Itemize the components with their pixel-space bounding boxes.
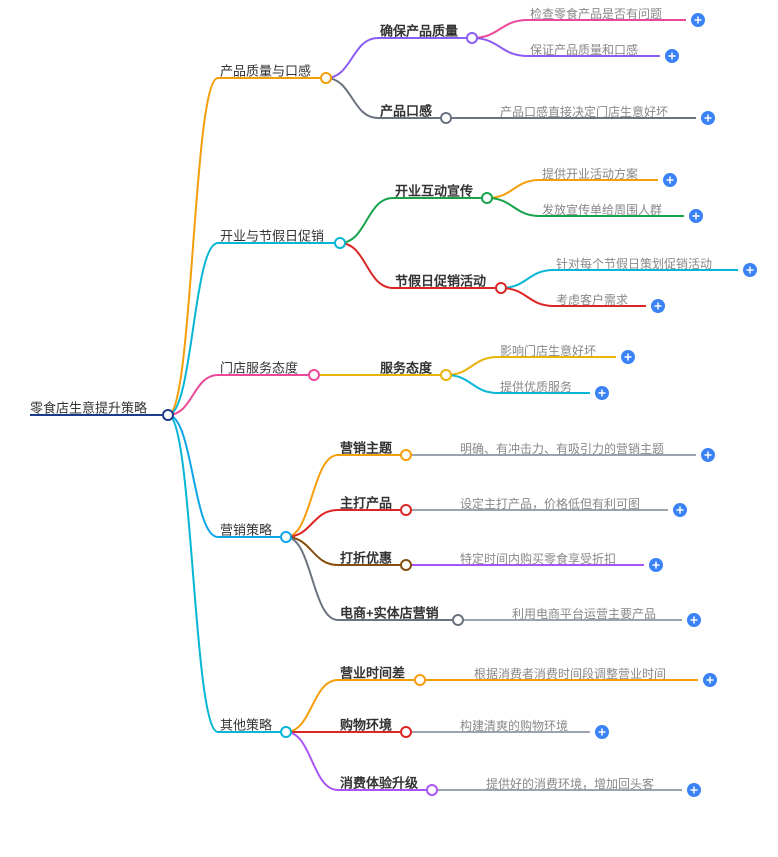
leaf-label: 提供优质服务 bbox=[500, 379, 572, 394]
edge bbox=[472, 38, 528, 56]
edge bbox=[286, 537, 338, 620]
subbranch-node-dot[interactable] bbox=[482, 193, 492, 203]
expand-icon[interactable] bbox=[691, 13, 705, 27]
expand-icon[interactable] bbox=[743, 263, 757, 277]
edge bbox=[168, 243, 218, 415]
leaf-label: 构建清爽的购物环境 bbox=[460, 718, 568, 733]
branch-label: 门店服务态度 bbox=[220, 360, 298, 375]
subbranch-label: 节假日促销活动 bbox=[395, 273, 486, 288]
root-label: 零食店生意提升策略 bbox=[30, 400, 147, 415]
edge bbox=[446, 375, 498, 393]
subbranch-node-dot[interactable] bbox=[496, 283, 506, 293]
subbranch-label: 服务态度 bbox=[380, 360, 433, 375]
edge bbox=[472, 20, 528, 38]
edge bbox=[501, 288, 554, 306]
expand-icon[interactable] bbox=[663, 173, 677, 187]
leaf-label: 根据消费者消费时间段调整营业时间 bbox=[474, 666, 666, 681]
subbranch-node-dot[interactable] bbox=[467, 33, 477, 43]
subbranch-label: 打折优惠 bbox=[340, 550, 392, 565]
leaf-label: 提供好的消费环境，增加回头客 bbox=[486, 776, 654, 791]
subbranch-node-dot[interactable] bbox=[441, 370, 451, 380]
edge bbox=[487, 198, 540, 216]
edge bbox=[487, 180, 540, 198]
mindmap-canvas: 零食店生意提升策略 产品质量与口感开业与节假日促销门店服务态度营销策略其他策略 确保… bbox=[0, 0, 778, 857]
subbranch-label: 产品口感 bbox=[380, 103, 432, 118]
edge bbox=[168, 415, 218, 732]
edge bbox=[340, 243, 393, 288]
subbranch-label: 开业互动宣传 bbox=[395, 183, 473, 198]
branch-node-dot[interactable] bbox=[321, 73, 331, 83]
expand-icon[interactable] bbox=[701, 448, 715, 462]
subbranch-label: 购物环境 bbox=[340, 717, 392, 732]
edge bbox=[446, 357, 498, 375]
subbranch-label: 确保产品质量 bbox=[380, 23, 458, 38]
expand-icon[interactable] bbox=[665, 49, 679, 63]
expand-icon[interactable] bbox=[689, 209, 703, 223]
branch-node-dot[interactable] bbox=[335, 238, 345, 248]
edge bbox=[326, 78, 378, 118]
expand-icon[interactable] bbox=[649, 558, 663, 572]
expand-icon[interactable] bbox=[687, 783, 701, 797]
leaf-label: 影响门店生意好坏 bbox=[500, 343, 596, 358]
expand-icon[interactable] bbox=[687, 613, 701, 627]
expand-icon[interactable] bbox=[651, 299, 665, 313]
subbranch-label: 营业时间差 bbox=[340, 665, 405, 680]
subbranch-label: 主打产品 bbox=[340, 495, 392, 510]
subbranch-node-dot[interactable] bbox=[415, 675, 425, 685]
subbranch-node-dot[interactable] bbox=[453, 615, 463, 625]
leaf-label: 产品口感直接决定门店生意好坏 bbox=[500, 104, 668, 119]
branch-label: 产品质量与口感 bbox=[220, 63, 311, 78]
subbranch-node-dot[interactable] bbox=[401, 450, 411, 460]
root-node-dot[interactable] bbox=[163, 410, 173, 420]
branch-label: 营销策略 bbox=[220, 522, 272, 537]
leaf-label: 提供开业活动方案 bbox=[542, 166, 638, 181]
edge bbox=[501, 270, 554, 288]
leaf-label: 保证产品质量和口感 bbox=[530, 42, 638, 57]
leaf-label: 发放宣传单给周围人群 bbox=[542, 202, 662, 217]
branch-node-dot[interactable] bbox=[281, 727, 291, 737]
subbranch-label: 消费体验升级 bbox=[340, 775, 419, 790]
edge bbox=[326, 38, 378, 78]
leaf-label: 利用电商平台运营主要产品 bbox=[512, 606, 656, 621]
expand-icon[interactable] bbox=[595, 386, 609, 400]
edge bbox=[286, 680, 338, 732]
edge bbox=[340, 198, 393, 243]
branch-node-dot[interactable] bbox=[281, 532, 291, 542]
subbranch-node-dot[interactable] bbox=[401, 560, 411, 570]
leaf-label: 考虑客户需求 bbox=[556, 292, 628, 307]
leaf-label: 设定主打产品，价格低但有利可图 bbox=[460, 496, 640, 511]
edge bbox=[286, 732, 338, 790]
expand-icon[interactable] bbox=[673, 503, 687, 517]
expand-icon[interactable] bbox=[701, 111, 715, 125]
branch-label: 开业与节假日促销 bbox=[220, 228, 324, 243]
leaf-label: 针对每个节假日策划促销活动 bbox=[556, 256, 712, 271]
subbranch-node-dot[interactable] bbox=[401, 727, 411, 737]
subbranch-label: 营销主题 bbox=[340, 440, 393, 455]
leaf-label: 检查零食产品是否有问题 bbox=[530, 6, 662, 21]
subbranch-label: 电商+实体店营销 bbox=[340, 605, 439, 620]
subbranch-node-dot[interactable] bbox=[427, 785, 437, 795]
leaf-label: 明确、有冲击力、有吸引力的营销主题 bbox=[460, 441, 664, 456]
branch-node-dot[interactable] bbox=[309, 370, 319, 380]
edge bbox=[168, 415, 218, 537]
edge bbox=[168, 78, 218, 415]
subbranch-node-dot[interactable] bbox=[401, 505, 411, 515]
leaf-label: 特定时间内购买零食享受折扣 bbox=[460, 551, 616, 566]
subbranch-node-dot[interactable] bbox=[441, 113, 451, 123]
expand-icon[interactable] bbox=[621, 350, 635, 364]
branch-label: 其他策略 bbox=[220, 717, 272, 732]
expand-icon[interactable] bbox=[703, 673, 717, 687]
expand-icon[interactable] bbox=[595, 725, 609, 739]
